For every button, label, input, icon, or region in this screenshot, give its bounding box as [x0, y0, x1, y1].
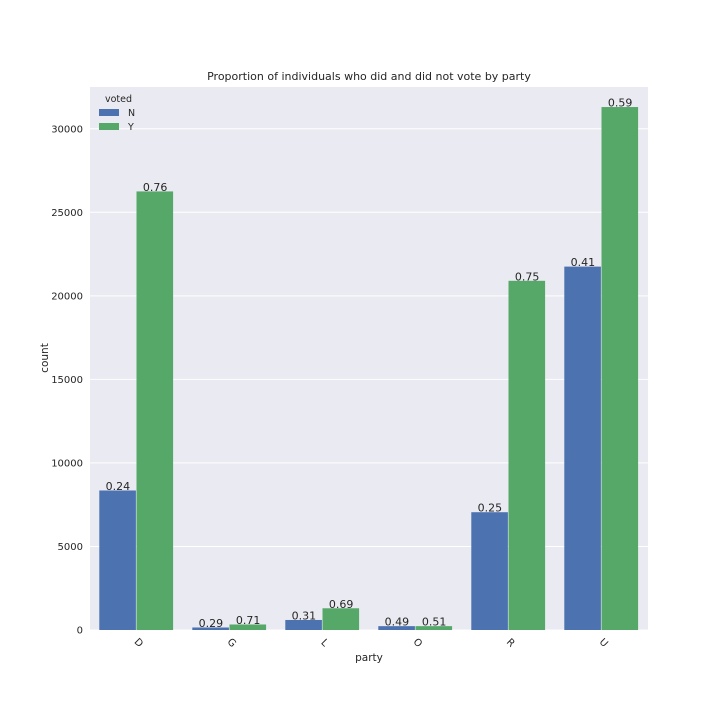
legend: voted N Y: [99, 94, 135, 133]
y-tick-labels: 0 5000 10000 15000 20000 25000 30000: [51, 124, 83, 636]
bar-U-Y: [601, 107, 639, 630]
y-axis-label: count: [39, 343, 51, 373]
x-tick-label-D: D: [132, 637, 145, 650]
legend-swatch-y: [99, 123, 119, 130]
bar-label-U-Y: 0.59: [608, 97, 633, 110]
bar-L-N: [285, 619, 322, 630]
legend-swatch-n: [99, 109, 119, 116]
plot-background: [90, 87, 648, 630]
x-tick-label-R: R: [504, 637, 517, 650]
bar-label-D-N: 0.24: [106, 480, 131, 493]
y-tick-label-20000: 20000: [51, 291, 83, 302]
x-axis-label: party: [355, 652, 383, 664]
y-tick-label-5000: 5000: [58, 542, 83, 553]
bar-O-Y: [415, 626, 453, 630]
x-tick-label-G: G: [225, 637, 238, 650]
y-tick-label-0: 0: [77, 626, 83, 637]
x-tick-label-L: L: [318, 637, 330, 649]
bar-label-O-Y: 0.51: [422, 616, 447, 629]
bar-L-Y: [322, 608, 360, 630]
bar-label-L-N: 0.31: [292, 609, 317, 622]
bar-label-R-Y: 0.75: [515, 270, 540, 283]
bar-label-D-Y: 0.76: [143, 181, 168, 194]
gridlines: [90, 128, 648, 631]
chart-title: Proportion of individuals who did and di…: [207, 70, 531, 83]
x-tick-label-O: O: [411, 637, 424, 650]
bar-R-Y: [508, 280, 546, 630]
bar-label-U-N: 0.41: [571, 256, 596, 269]
bar-R-N: [471, 512, 508, 630]
bar-label-G-N: 0.29: [199, 617, 224, 630]
legend-label-y: Y: [127, 122, 134, 133]
x-tick-label-U: U: [597, 637, 610, 650]
bar-G-Y: [229, 624, 267, 630]
bar-label-G-Y: 0.71: [236, 614, 261, 627]
bar-U-N: [564, 266, 601, 630]
bar-D-N: [99, 490, 136, 630]
bar-label-R-N: 0.25: [478, 502, 503, 515]
y-tick-label-30000: 30000: [51, 124, 83, 135]
bar-D-Y: [136, 191, 174, 630]
bar-O-N: [378, 626, 415, 630]
bar-label-O-N: 0.49: [385, 616, 410, 629]
y-tick-label-10000: 10000: [51, 458, 83, 469]
bar-label-L-Y: 0.69: [329, 598, 354, 611]
legend-title: voted: [105, 94, 132, 105]
bar-labels-group: 0.24 0.76 0.29 0.71 0.31 0.69 0.49 0.51 0.25 0.75…: [106, 97, 633, 630]
bar-G-N: [192, 627, 229, 630]
legend-label-n: N: [128, 108, 135, 119]
y-tick-label-25000: 25000: [51, 208, 83, 219]
bars-group: [99, 107, 639, 630]
y-tick-label-15000: 15000: [51, 375, 83, 386]
